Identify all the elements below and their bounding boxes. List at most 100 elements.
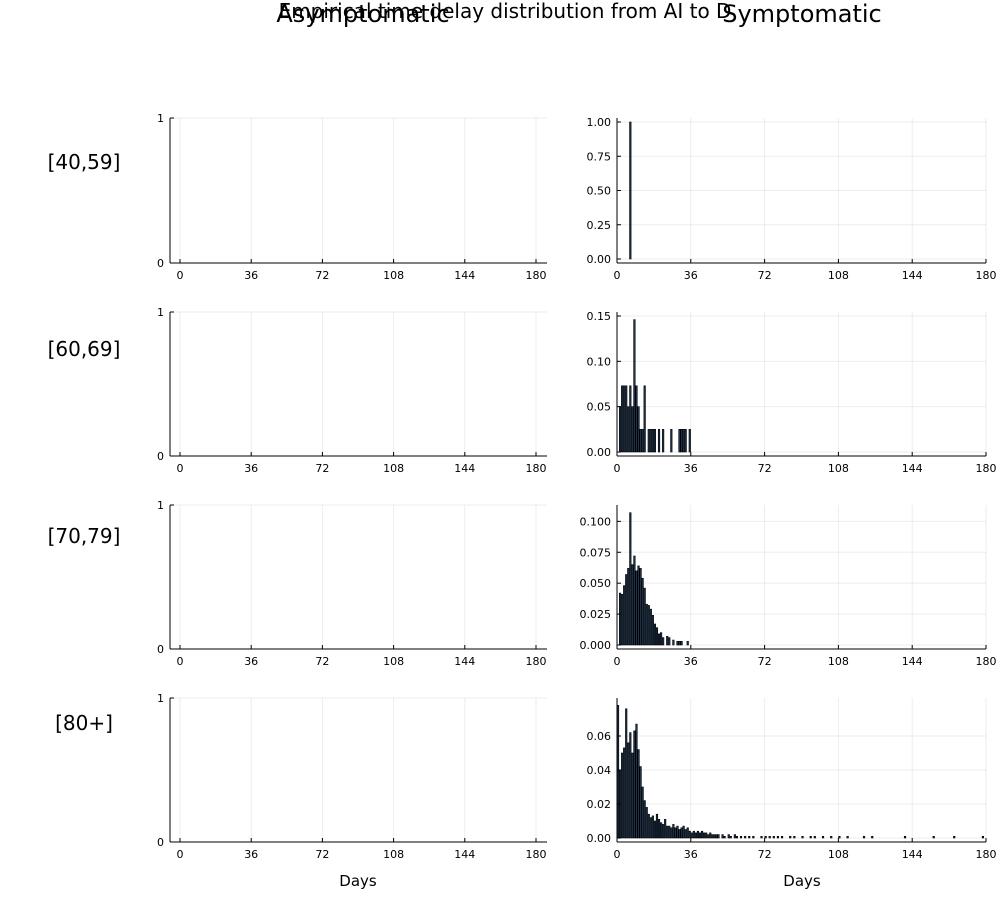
panel-60-69-symptomatic-bar [639, 429, 642, 453]
panel-80-symptomatic-bar [793, 835, 796, 839]
panel-80-symptomatic-bar [813, 835, 816, 839]
panel-80-symptomatic-bar [721, 834, 724, 839]
panel-70-79-symptomatic: 0 36 72 108 144 180 0.000 0.025 0.050 0.075 0.100 [580, 505, 997, 668]
panel-80-symptomatic-bar [760, 835, 763, 839]
panel-40-59-asymptomatic-xtick-label: 180 [526, 269, 547, 282]
panel-80-symptomatic-bar [627, 742, 630, 839]
panel-60-69-symptomatic-bar [637, 406, 640, 453]
panel-70-79-symptomatic-ytick-label: 0.050 [580, 577, 612, 590]
panel-80-symptomatic-xtick-label: 72 [758, 848, 772, 861]
panel-60-69-symptomatic-bar [678, 429, 681, 453]
panel-80-symptomatic-bar [670, 827, 673, 839]
panel-80-symptomatic-bar [649, 817, 652, 839]
panel-70-79-symptomatic-bar [672, 639, 675, 646]
panel-70-79-symptomatic-bar [641, 577, 644, 646]
panel-60-69-symptomatic-ytick-label: 0.05 [587, 401, 612, 414]
panel-80-symptomatic-bar [821, 835, 825, 839]
panel-80-symptomatic-bar [655, 813, 659, 839]
panel-70-79-symptomatic-ytick-label: 0.000 [580, 639, 612, 652]
panel-80-symptomatic-bar [680, 827, 683, 839]
panel-60-69-symptomatic-bar [635, 385, 638, 453]
panel-80-symptomatic-bar [729, 835, 732, 839]
panel-80-symptomatic-bar [666, 825, 669, 839]
panel-80-symptomatic-bar [688, 830, 691, 839]
panel-40-59-symptomatic-xtick-label: 144 [902, 269, 923, 282]
panel-80-symptomatic-bar [647, 813, 650, 839]
panel-40-59-symptomatic-xtick-label: 108 [828, 269, 849, 282]
panel-80-symptomatic-bar [780, 835, 784, 839]
panel-70-79-symptomatic-bar [633, 555, 636, 646]
row-label-80-plus: [80+] [55, 711, 113, 735]
panel-80-symptomatic-bar [668, 825, 671, 839]
panel-40-59-symptomatic-ytick-label: 0.50 [587, 185, 612, 198]
panel-80-asymptomatic: 0 36 72 108 144 180 0 1 [157, 692, 547, 861]
panel-80-symptomatic-xtick-label: 108 [828, 848, 849, 861]
panel-40-59-asymptomatic-ytick-label: 1 [157, 112, 164, 125]
panel-70-79-asymptomatic-xtick-label: 108 [383, 655, 404, 668]
panel-60-69-symptomatic-bar [618, 406, 622, 453]
panel-40-59-symptomatic-ytick-label: 0.25 [587, 219, 612, 232]
panel-80-symptomatic-xtick-label: 180 [976, 848, 997, 861]
panel-80-symptomatic-bar [645, 807, 648, 839]
panel-40-59-symptomatic-xtick-label: 180 [976, 269, 997, 282]
panel-70-79-asymptomatic-ytick-label: 0 [157, 643, 164, 656]
row-label-40-59: [40,59] [48, 150, 121, 174]
row-label-60-69: [60,69] [48, 337, 121, 361]
panel-40-59-asymptomatic-xtick-label: 36 [244, 269, 258, 282]
panel-40-59-asymptomatic-xtick-label: 72 [315, 269, 329, 282]
panel-70-79-symptomatic-bar [645, 603, 648, 646]
panel-70-79-symptomatic-bar [649, 608, 652, 646]
panel-80-asymptomatic-ytick-label: 1 [157, 692, 164, 705]
panel-80-symptomatic-bar [932, 835, 935, 839]
panel-70-79-asymptomatic-xtick-label: 72 [315, 655, 329, 668]
panel-80-symptomatic-bar [641, 786, 644, 839]
panel-80-symptomatic-bar [717, 834, 720, 839]
panel-80-symptomatic-bar [625, 708, 628, 839]
panel-70-79-symptomatic-bar [631, 564, 634, 646]
panel-70-79-symptomatic-ytick-label: 0.075 [580, 546, 612, 559]
panel-80-symptomatic-bar [672, 824, 675, 839]
panel-70-79-symptomatic-bar [637, 565, 640, 646]
panel-60-69-symptomatic: 0 36 72 108 144 180 0.00 0.05 0.10 0.15 [587, 310, 997, 475]
panel-70-79-symptomatic-bar [618, 592, 622, 646]
panel-80-symptomatic-bar [830, 835, 833, 839]
panel-60-69-symptomatic-bar [670, 429, 673, 453]
panel-80-symptomatic-bar [637, 749, 640, 839]
panel-40-59-symptomatic: 0 36 72 108 144 180 0.00 0.25 0.50 0.75 1.00 [587, 116, 997, 282]
panel-80-symptomatic-ytick-label: 0.06 [587, 730, 612, 743]
panel-80-symptomatic-ytick-label: 0.02 [587, 798, 612, 811]
panel-80-symptomatic-bar [682, 825, 685, 839]
panel-80-symptomatic-bar [692, 830, 695, 839]
panel-80-symptomatic-bar [711, 834, 714, 839]
panel-80-symptomatic-bar [674, 827, 677, 839]
panel-70-79-symptomatic-bar [629, 512, 632, 646]
panel-70-79-symptomatic-bar [666, 636, 669, 646]
panel-80-symptomatic-bar [659, 822, 663, 839]
panel-80-symptomatic-xtick-label: 0 [614, 848, 621, 861]
panel-70-79-symptomatic-xtick-label: 0 [614, 655, 621, 668]
panel-60-69-symptomatic-bar [641, 429, 644, 453]
panels: 0 36 72 108 144 180 0 1 0 36 72 108 144 180 0.00 0.25 0.… [157, 112, 997, 861]
panel-80-symptomatic-bar [684, 829, 687, 839]
panel-60-69-asymptomatic-xtick-label: 72 [315, 462, 329, 475]
panel-70-79-asymptomatic-xtick-label: 180 [526, 655, 547, 668]
panel-60-69-symptomatic-ytick-label: 0.15 [587, 310, 612, 323]
panel-70-79-symptomatic-bar [659, 632, 663, 646]
panel-40-59-symptomatic-xtick-label: 0 [614, 269, 621, 282]
panel-80-symptomatic-bar [789, 835, 792, 839]
panel-70-79-symptomatic-ytick-label: 0.025 [580, 608, 612, 621]
panel-60-69-symptomatic-xtick-label: 72 [758, 462, 772, 475]
panel-60-69-symptomatic-bar [629, 385, 632, 453]
panel-80-asymptomatic-xtick-label: 180 [526, 848, 547, 861]
panel-80-symptomatic-bar [631, 752, 634, 839]
panel-60-69-asymptomatic-xtick-label: 0 [177, 462, 184, 475]
panel-80-symptomatic-bar [703, 832, 706, 839]
panel-70-79-symptomatic-bar [625, 574, 628, 646]
panel-80-symptomatic-bar [653, 820, 657, 839]
panel-80-symptomatic-bar [678, 829, 681, 839]
panel-70-79-symptomatic-bar [686, 640, 689, 646]
x-axis-label-right: Days [783, 872, 821, 890]
panel-40-59-asymptomatic: 0 36 72 108 144 180 0 1 [157, 112, 547, 282]
panel-70-79-symptomatic-bar [643, 587, 646, 646]
